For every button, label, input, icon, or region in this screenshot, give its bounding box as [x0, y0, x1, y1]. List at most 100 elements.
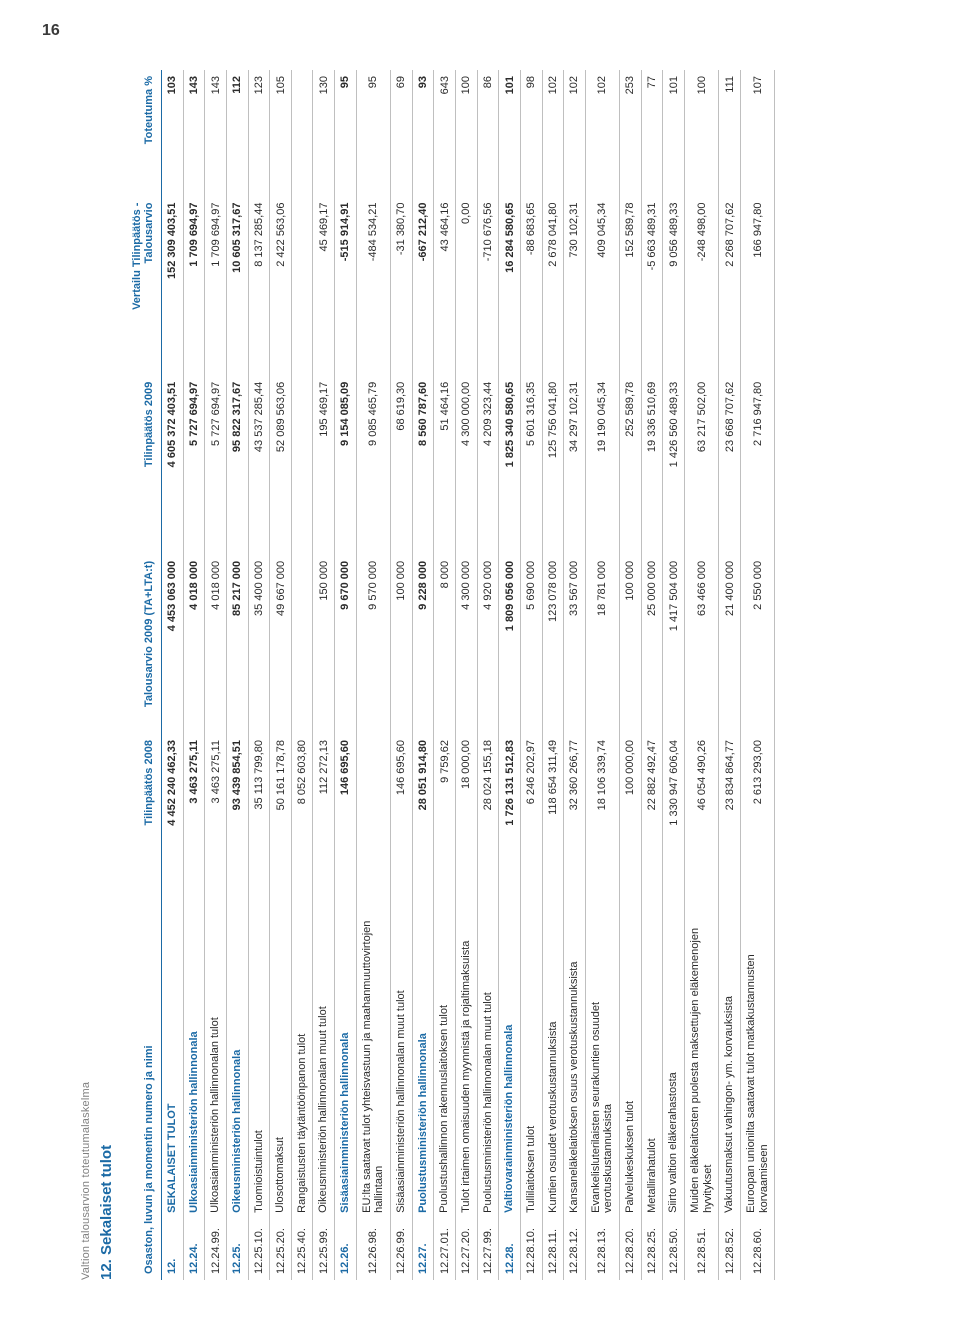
cell-diff: -5 663 489,31 [641, 197, 663, 376]
cell-name: Oikeusministeriön hallinnonalan muut tul… [313, 892, 335, 1219]
cell-code: 12.25. [226, 1219, 248, 1280]
table-row: 12.28.51.Muiden eläkelaitosten puolesta … [685, 70, 719, 1280]
cell-ta2009: 1 417 504 000 [663, 555, 685, 734]
cell-code: 12.28.50. [663, 1219, 685, 1280]
table-row: 12.28.Valtiovarainministeriön hallinnona… [499, 70, 521, 1280]
cell-code: 12.28.11. [542, 1219, 564, 1280]
cell-tp2009: 252 589,78 [620, 376, 642, 555]
cell-code: 12.24.99. [205, 1219, 227, 1280]
cell-ta2009: 9 670 000 [335, 555, 357, 734]
cell-tp2008: 93 439 854,51 [226, 734, 248, 892]
cell-pct: 103 [162, 70, 184, 197]
cell-diff: 10 605 317,67 [226, 197, 248, 376]
cell-name: Ulosottomaksut [270, 892, 292, 1219]
cell-name: Euroopan unionilta saatavat tulot matkak… [740, 892, 774, 1219]
cell-tp2009: 8 560 787,60 [412, 376, 434, 555]
cell-pct: 112 [226, 70, 248, 197]
cell-code: 12.25.99. [313, 1219, 335, 1280]
cell-diff: 730 102,31 [564, 197, 586, 376]
table-row: 12.26.99.Sisäasiainministeriön hallinnon… [391, 70, 413, 1280]
cell-code: 12.28.10. [520, 1219, 542, 1280]
cell-tp2009: 9 085 465,79 [356, 376, 390, 555]
cell-tp2008 [356, 734, 390, 892]
cell-name: EU:lta saatavat tulot yhteisvastuun ja m… [356, 892, 390, 1219]
cell-tp2008: 4 452 240 462,33 [162, 734, 184, 892]
cell-tp2008: 112 272,13 [313, 734, 335, 892]
cell-diff: 0,00 [455, 197, 477, 376]
cell-code: 12.28.52. [719, 1219, 741, 1280]
cell-tp2008: 18 106 339,74 [585, 734, 619, 892]
cell-pct: 98 [520, 70, 542, 197]
cell-tp2009: 5 727 694,97 [183, 376, 205, 555]
table-row: 12.28.20.Palvelukeskuksen tulot100 000,0… [620, 70, 642, 1280]
cell-name: Ulkoasiainministeriön hallinnonalan tulo… [205, 892, 227, 1219]
cell-tp2008: 1 330 947 606,04 [663, 734, 685, 892]
cell-code: 12.26. [335, 1219, 357, 1280]
cell-tp2009: 2 716 947,80 [740, 376, 774, 555]
table-row: 12.28.13.Evankelisluterilaisten seurakun… [585, 70, 619, 1280]
table-row: 12.27.01.Puolustushallinnon rakennuslait… [434, 70, 456, 1280]
table-body: 12.SEKALAISET TULOT4 452 240 462,334 453… [162, 70, 775, 1280]
page: 16 Valtion talousarvion toteutumalaskelm… [0, 0, 960, 1344]
cell-code: 12.28.20. [620, 1219, 642, 1280]
cell-name: Tuomioistuintulot [248, 892, 270, 1219]
cell-code: 12.24. [183, 1219, 205, 1280]
cell-tp2008: 118 654 311,49 [542, 734, 564, 892]
table-row: 12.28.50.Siirto valtion eläkerahastosta1… [663, 70, 685, 1280]
cell-tp2008: 35 113 799,80 [248, 734, 270, 892]
cell-pct: 95 [356, 70, 390, 197]
cell-tp2009: 52 089 563,06 [270, 376, 292, 555]
cell-ta2009: 2 550 000 [740, 555, 774, 734]
cell-name: Metallirahatulot [641, 892, 663, 1219]
cell-tp2008: 22 882 492,47 [641, 734, 663, 892]
cell-pct: 100 [685, 70, 719, 197]
cell-tp2009: 43 537 285,44 [248, 376, 270, 555]
cell-tp2008: 32 360 266,77 [564, 734, 586, 892]
table-row: 12.28.11.Kuntien osuudet verotuskustannu… [542, 70, 564, 1280]
cell-diff: 1 709 694,97 [205, 197, 227, 376]
cell-code: 12.28.12. [564, 1219, 586, 1280]
table-row: 12.27.20.Tulot irtaimen omaisuuden myynn… [455, 70, 477, 1280]
cell-code: 12.26.99. [391, 1219, 413, 1280]
cell-pct: 130 [313, 70, 335, 197]
table-row: 12.25.10.Tuomioistuintulot35 113 799,803… [248, 70, 270, 1280]
cell-name: Siirto valtion eläkerahastosta [663, 892, 685, 1219]
cell-ta2009: 123 078 000 [542, 555, 564, 734]
cell-code: 12.28.25. [641, 1219, 663, 1280]
cell-tp2009: 195 469,17 [313, 376, 335, 555]
cell-tp2009: 19 190 045,34 [585, 376, 619, 555]
cell-tp2008: 46 054 490,26 [685, 734, 719, 892]
table-head: Osaston, luvun ja momentin numero ja nim… [125, 70, 162, 1280]
cell-code: 12.27.01. [434, 1219, 456, 1280]
table-row: 12.27.Puolustusministeriön hallinnonala2… [412, 70, 434, 1280]
cell-ta2009: 33 567 000 [564, 555, 586, 734]
cell-name: Puolustushallinnon rakennuslaitoksen tul… [434, 892, 456, 1219]
cell-pct: 102 [564, 70, 586, 197]
table-row: 12.25.Oikeusministeriön hallinnonala93 4… [226, 70, 248, 1280]
cell-ta2009 [291, 555, 313, 734]
cell-name: Vakuutusmaksut vahingon- ym. korvauksist… [719, 892, 741, 1219]
cell-tp2009: 68 619,30 [391, 376, 413, 555]
cell-name: Rangaistusten täytäntöönpanon tulot [291, 892, 313, 1219]
cell-pct: 86 [477, 70, 499, 197]
cell-pct: 100 [455, 70, 477, 197]
cell-pct: 143 [183, 70, 205, 197]
col-pct: Toteutuma % [125, 70, 162, 197]
table-row: 12.26.Sisäasiainministeriön hallinnonala… [335, 70, 357, 1280]
cell-pct: 102 [542, 70, 564, 197]
cell-pct: 123 [248, 70, 270, 197]
cell-tp2009: 19 336 510,69 [641, 376, 663, 555]
cell-name: Tulot irtaimen omaisuuden myynnistä ja r… [455, 892, 477, 1219]
cell-ta2009: 25 000 000 [641, 555, 663, 734]
col-tp2009: Tilinpäätös 2009 [125, 376, 162, 555]
cell-ta2009: 4 018 000 [205, 555, 227, 734]
cell-ta2009: 21 400 000 [719, 555, 741, 734]
cell-tp2008: 8 052 603,80 [291, 734, 313, 892]
cell-pct: 95 [335, 70, 357, 197]
finance-table: Osaston, luvun ja momentin numero ja nim… [125, 70, 775, 1280]
table-row: 12.28.52.Vakuutusmaksut vahingon- ym. ko… [719, 70, 741, 1280]
cell-code: 12.28.13. [585, 1219, 619, 1280]
cell-code: 12.27. [412, 1219, 434, 1280]
cell-code: 12.27.20. [455, 1219, 477, 1280]
cell-name: Oikeusministeriön hallinnonala [226, 892, 248, 1219]
